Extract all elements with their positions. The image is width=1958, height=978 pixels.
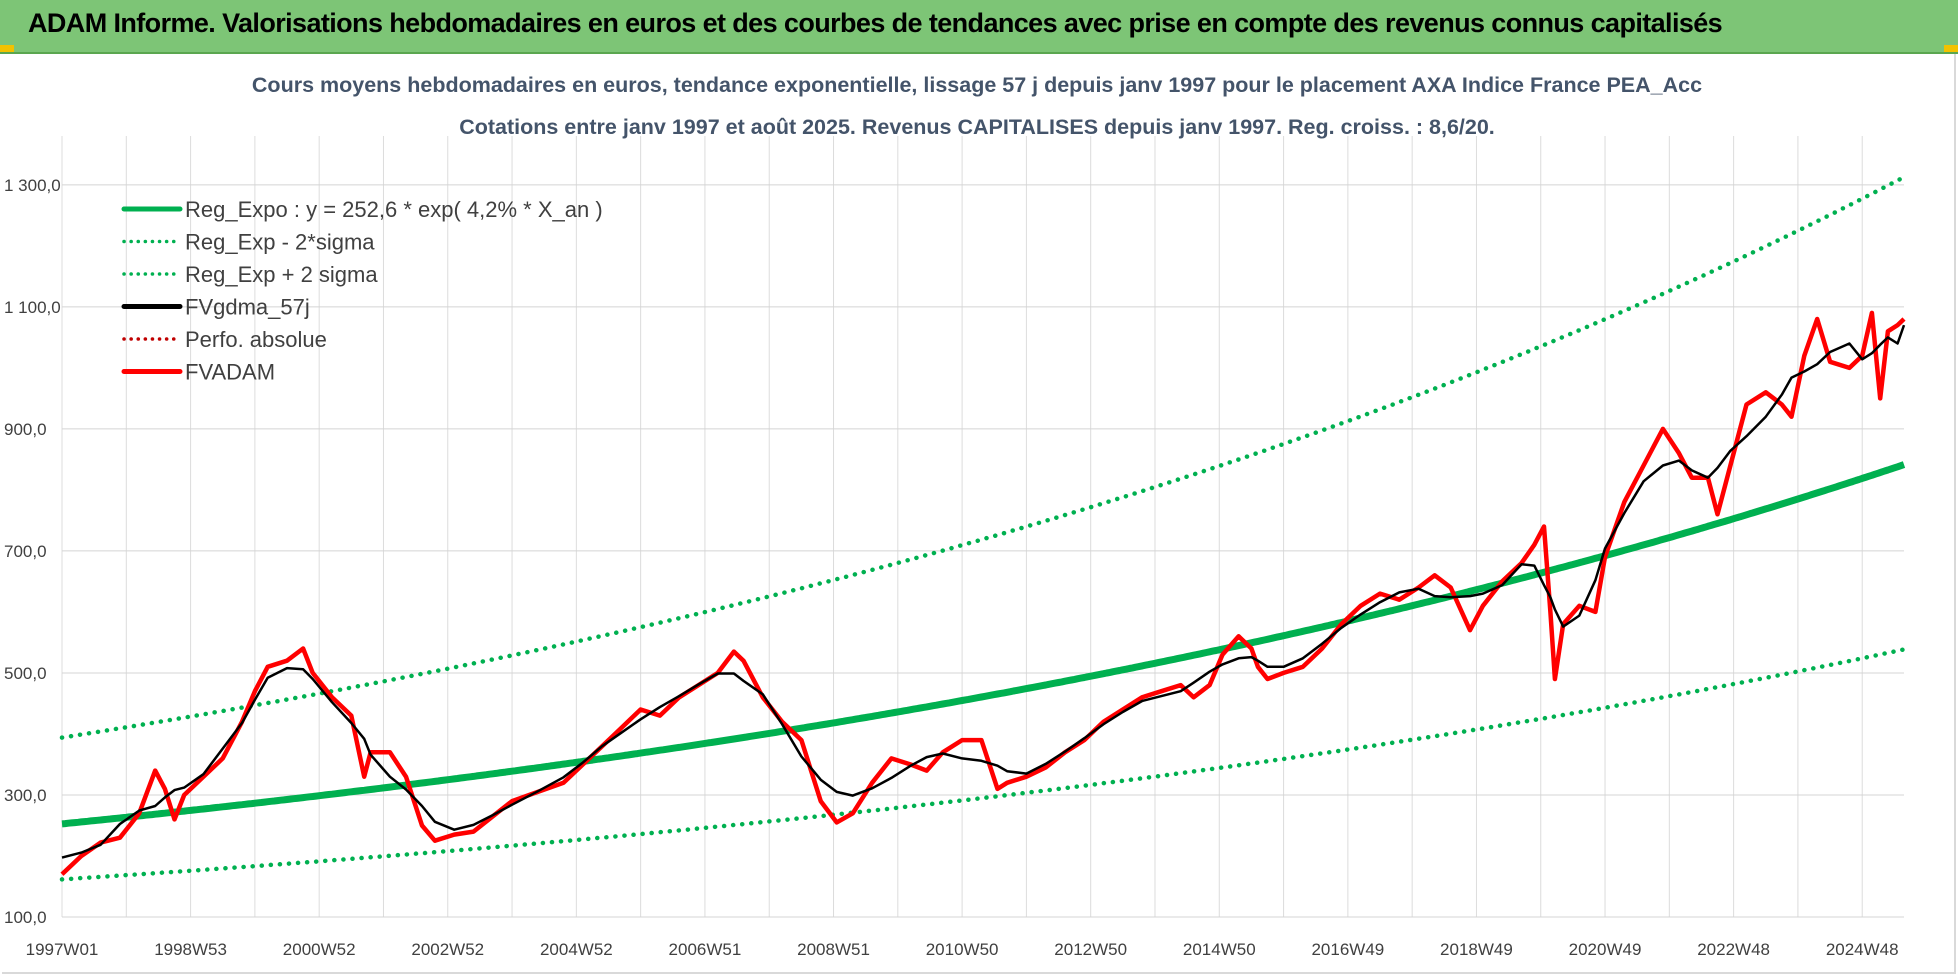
x-tick-label: 1997W01 <box>26 940 99 959</box>
y-tick-label: 300,0 <box>4 786 47 805</box>
corner-marker-right <box>1944 45 1958 52</box>
y-axis: 100,0 300,0 500,0 700,0 900,0 1 100,0 1 300,0 <box>4 176 61 927</box>
x-tick-label: 2002W52 <box>411 940 484 959</box>
x-tick-label: 2006W51 <box>669 940 742 959</box>
x-tick-label: 2014W50 <box>1183 940 1256 959</box>
reg-exp-lower-sigma-line <box>59 647 1907 882</box>
y-tick-label: 700,0 <box>4 542 47 561</box>
reg-exp-upper-sigma-line <box>59 174 1907 740</box>
x-tick-label: 2022W48 <box>1697 940 1770 959</box>
legend-label: Perfo. absolue <box>185 327 327 352</box>
legend-label: Reg_Exp + 2 sigma <box>185 262 378 287</box>
y-tick-label: 1 100,0 <box>4 298 61 317</box>
legend-label: FVgdma_57j <box>185 295 310 320</box>
y-tick-label: 900,0 <box>4 420 47 439</box>
chart-title: Cours moyens hebdomadaires en euros, ten… <box>252 73 1702 97</box>
x-tick-label: 2010W50 <box>926 940 999 959</box>
x-tick-label: 1998W53 <box>154 940 227 959</box>
x-tick-label: 2024W48 <box>1826 940 1899 959</box>
fvadam-line <box>60 310 1906 876</box>
y-tick-label: 500,0 <box>4 664 47 683</box>
x-tick-label: 2020W49 <box>1569 940 1642 959</box>
chart-grid <box>61 136 1904 918</box>
x-tick-label: 2000W52 <box>283 940 356 959</box>
legend-label: Reg_Expo : y = 252,6 * exp( 4,2% * X_an … <box>185 197 603 222</box>
chart-legend: Reg_Expo : y = 252,6 * exp( 4,2% * X_an … <box>121 197 603 385</box>
legend-label: Reg_Exp - 2*sigma <box>185 230 375 255</box>
y-tick-label: 1 300,0 <box>4 176 61 195</box>
chart-subtitle: Cotations entre janv 1997 et août 2025. … <box>459 115 1495 139</box>
x-tick-label: 2004W52 <box>540 940 613 959</box>
x-tick-label: 2016W49 <box>1311 940 1384 959</box>
y-tick-label: 100,0 <box>4 908 47 927</box>
report-banner: ADAM Informe. Valorisations hebdomadaire… <box>0 0 1958 54</box>
reg-expo-line <box>61 461 1906 828</box>
weekly-valuation-chart: Cours moyens hebdomadaires en euros, ten… <box>4 73 1907 959</box>
report-title: ADAM Informe. Valorisations hebdomadaire… <box>28 8 1723 38</box>
x-tick-label: 2008W51 <box>797 940 870 959</box>
chart-frame: Cours moyens hebdomadaires en euros, ten… <box>2 54 1956 974</box>
x-tick-label: 2012W50 <box>1054 940 1127 959</box>
corner-marker-left <box>0 45 14 52</box>
x-tick-label: 2018W49 <box>1440 940 1513 959</box>
fvgdma-57j-line <box>61 324 1906 859</box>
chart-series <box>59 174 1907 882</box>
legend-label: FVADAM <box>185 360 275 385</box>
x-axis: 1997W01 1998W53 2000W52 2002W52 2004W52 2006W… <box>26 940 1899 959</box>
